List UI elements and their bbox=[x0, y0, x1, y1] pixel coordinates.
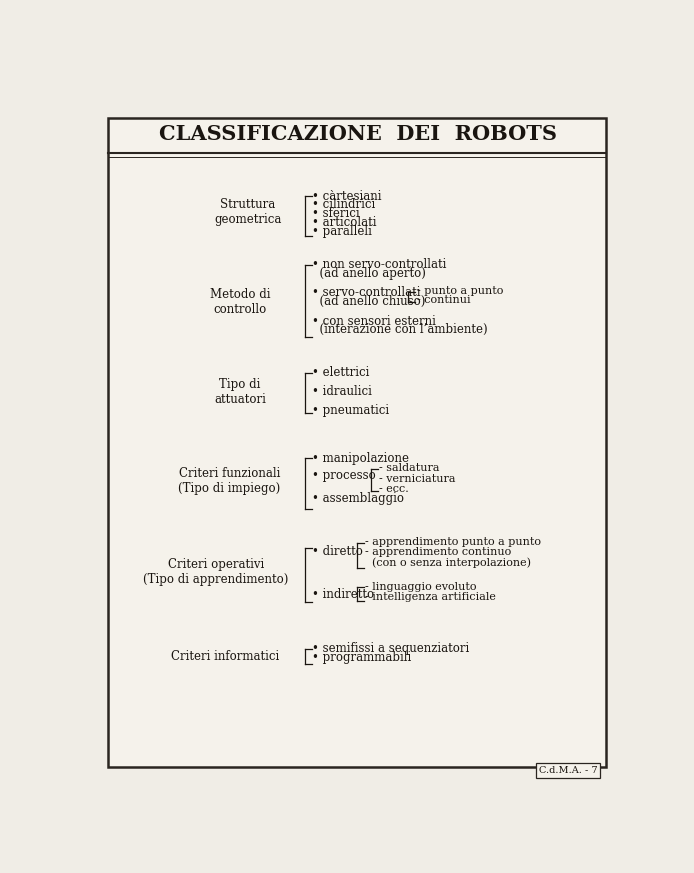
Text: • idraulici: • idraulici bbox=[312, 385, 371, 398]
Text: - intelligenza artificiale: - intelligenza artificiale bbox=[365, 592, 496, 601]
Text: • paralleli: • paralleli bbox=[312, 224, 371, 237]
Text: • processo: • processo bbox=[312, 470, 375, 482]
Text: • càrtesiani: • càrtesiani bbox=[312, 189, 381, 203]
Text: - ecc.: - ecc. bbox=[380, 484, 409, 493]
Text: • con sensori esterni: • con sensori esterni bbox=[312, 314, 435, 327]
Text: - apprendimento punto a punto: - apprendimento punto a punto bbox=[365, 538, 541, 547]
Text: Struttura
geometrica: Struttura geometrica bbox=[214, 198, 282, 226]
Text: C.d.M.A. - 7: C.d.M.A. - 7 bbox=[539, 766, 598, 774]
Text: • diretto: • diretto bbox=[312, 546, 362, 558]
Text: • assemblaggio: • assemblaggio bbox=[312, 491, 404, 505]
Text: - continui: - continui bbox=[417, 295, 471, 306]
Text: • elettrici: • elettrici bbox=[312, 367, 369, 380]
Text: - saldatura: - saldatura bbox=[380, 464, 440, 473]
Text: (interazione con l’ambiente): (interazione con l’ambiente) bbox=[312, 324, 487, 336]
Text: (ad anello aperto): (ad anello aperto) bbox=[312, 267, 425, 280]
Text: (ad anello chiuso): (ad anello chiuso) bbox=[312, 295, 425, 308]
Text: • cilindrici: • cilindrici bbox=[312, 198, 375, 211]
Text: • semifissi a sequenziatori: • semifissi a sequenziatori bbox=[312, 642, 469, 655]
Text: • programmabili: • programmabili bbox=[312, 650, 411, 663]
Text: • indiretto: • indiretto bbox=[312, 588, 373, 601]
Text: • articolati: • articolati bbox=[312, 216, 376, 229]
Text: Criteri funzionali
(Tipo di impiego): Criteri funzionali (Tipo di impiego) bbox=[178, 466, 280, 494]
Text: Tipo di
attuatori: Tipo di attuatori bbox=[214, 378, 266, 406]
Text: • manipolazione: • manipolazione bbox=[312, 452, 409, 464]
Text: CLASSIFICAZIONE  DEI  ROBOTS: CLASSIFICAZIONE DEI ROBOTS bbox=[160, 124, 557, 144]
Text: • pneumatici: • pneumatici bbox=[312, 404, 389, 417]
Text: Criteri informatici: Criteri informatici bbox=[171, 650, 280, 663]
Text: Criteri operativi
(Tipo di apprendimento): Criteri operativi (Tipo di apprendimento… bbox=[143, 558, 289, 586]
Text: Metodo di
controllo: Metodo di controllo bbox=[210, 288, 270, 316]
Text: • non servo-controllati: • non servo-controllati bbox=[312, 258, 446, 272]
Text: • sferici: • sferici bbox=[312, 207, 359, 220]
Text: - punto a punto: - punto a punto bbox=[417, 286, 503, 296]
Text: - linguaggio evoluto: - linguaggio evoluto bbox=[365, 581, 477, 592]
Text: (con o senza interpolazione): (con o senza interpolazione) bbox=[365, 557, 532, 567]
Text: • servo-controllati: • servo-controllati bbox=[312, 286, 420, 299]
Text: - verniciatura: - verniciatura bbox=[380, 473, 456, 484]
Text: - apprendimento continuo: - apprendimento continuo bbox=[365, 547, 511, 558]
